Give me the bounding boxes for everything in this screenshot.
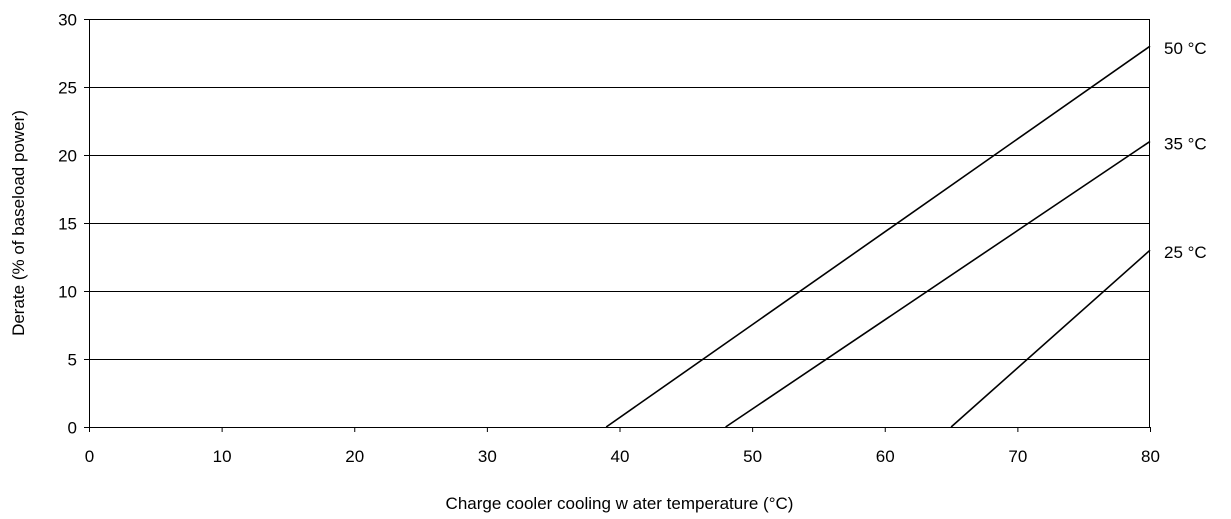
series-label-2: 25 °C	[1164, 243, 1207, 262]
x-tick-label-0: 0	[85, 447, 94, 466]
y-tick-label-0: 0	[68, 419, 77, 438]
y-tick-label-10: 10	[58, 283, 77, 302]
gridlines	[89, 19, 1150, 360]
x-tick-label-30: 30	[478, 447, 497, 466]
y-tick-label-5: 5	[68, 351, 77, 370]
x-tick-label-20: 20	[345, 447, 364, 466]
series-lines	[605, 45, 1151, 428]
x-tick-label-70: 70	[1008, 447, 1027, 466]
y-tick-label-30: 30	[58, 11, 77, 30]
y-tick-label-25: 25	[58, 79, 77, 98]
series-label-1: 35 °C	[1164, 134, 1207, 153]
series-label-0: 50 °C	[1164, 39, 1207, 58]
y-axis-title: Derate (% of baseload power)	[9, 110, 28, 336]
x-tick-label-60: 60	[876, 447, 895, 466]
x-axis-title: Charge cooler cooling w ater temperature…	[446, 494, 794, 513]
x-tick-label-10: 10	[213, 447, 232, 466]
y-tick-label-15: 15	[58, 215, 77, 234]
y-tick-label-20: 20	[58, 147, 77, 166]
series-labels: 50 °C 35 °C 25 °C	[1164, 39, 1207, 262]
series-line-1	[725, 140, 1151, 428]
x-tick-label-80: 80	[1141, 447, 1160, 466]
series-line-0	[605, 45, 1151, 428]
tick-labels: 0 5 10 15 20 25 30 0 10 20 30 40 50 60 70 80	[58, 11, 1160, 467]
series-line-2	[950, 249, 1151, 428]
x-tick-label-40: 40	[611, 447, 630, 466]
x-tick-label-50: 50	[743, 447, 762, 466]
